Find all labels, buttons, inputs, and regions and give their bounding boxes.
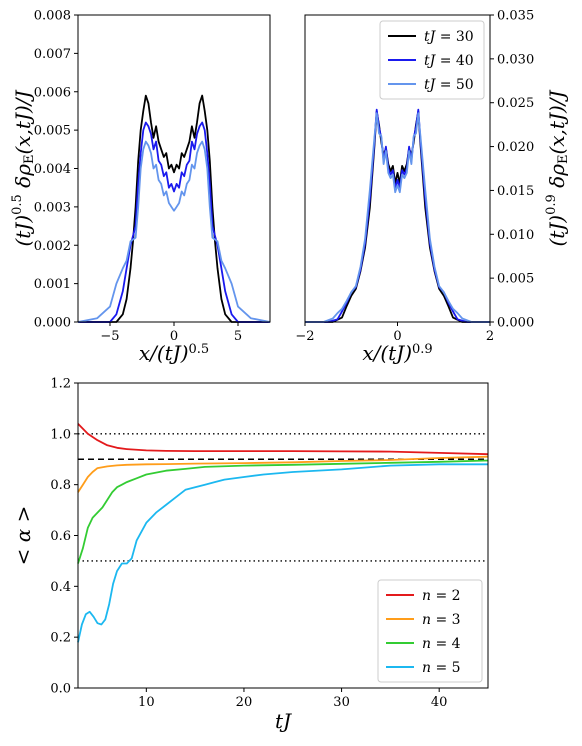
- y-tick-label: 0.003: [34, 200, 71, 215]
- y-tick-label: 0.8: [50, 478, 71, 493]
- x-tick-label: 2: [486, 329, 494, 344]
- series-line-2: [78, 121, 270, 323]
- x-axis-label: x/(tJ)0.5: [139, 341, 209, 365]
- y-tick-label: 0.4: [50, 580, 71, 595]
- y-tick-label: 1.2: [50, 377, 71, 392]
- x-tick-label: 10: [138, 695, 155, 710]
- y-tick-label: 0.001: [34, 277, 71, 292]
- series-line-3: [305, 112, 490, 323]
- y-tick-label: 0.020: [497, 140, 534, 155]
- legend-box: [377, 579, 483, 683]
- series-line-2: [77, 455, 489, 493]
- y-tick-label: 0.6: [50, 529, 71, 544]
- panel-bottom: 10 20 30 40 0.0 0.2 0.4 0.6 0.8 1.0 1.2 tJ < α > n = …: [11, 377, 489, 733]
- legend-label: n = 2: [422, 588, 461, 604]
- y-tick-label: 0.030: [497, 52, 534, 67]
- y-tick-label: 0.000: [497, 316, 534, 331]
- legend-label: n = 5: [422, 660, 461, 676]
- x-tick-label: 0: [393, 329, 401, 344]
- y-tick-label: 0.005: [497, 272, 534, 287]
- y-tick-label: 0.007: [34, 47, 71, 62]
- x-tick-label: −2: [295, 329, 314, 344]
- y-tick-label: 0.008: [34, 9, 71, 24]
- x-tick-label: 30: [333, 695, 350, 710]
- y-tick-label: 0.004: [34, 162, 71, 177]
- y-tick-label: 1.0: [50, 427, 71, 442]
- x-tick-label: 20: [236, 695, 253, 710]
- legend-label: n = 3: [422, 612, 461, 628]
- legend-box: [379, 20, 485, 100]
- x-tick-label: 0: [170, 329, 178, 344]
- y-tick-label: 0.2: [50, 631, 71, 646]
- y-tick-label: 0.010: [497, 228, 534, 243]
- legend-label: n = 4: [422, 636, 461, 652]
- legend-label: tJ = 40: [424, 53, 474, 69]
- x-axis-label: x/(tJ)0.9: [362, 341, 432, 365]
- x-tick-label: 40: [431, 695, 448, 710]
- y-tick-label: 0.005: [34, 124, 71, 139]
- panel-top-right: −2 0 20.000 0.005 0.010 0.015 0.020 0.025 0.030 0…: [295, 9, 570, 366]
- plot-frame: [77, 14, 271, 323]
- y-axis-label: (tJ)0.5 δρE(x,tJ)/J: [10, 89, 37, 246]
- x-axis-label: tJ: [275, 709, 292, 733]
- y-tick-label: 0.002: [34, 239, 71, 254]
- series-line-1: [78, 94, 270, 323]
- y-tick-label: 0.006: [34, 85, 71, 100]
- x-tick-label: 5: [234, 329, 242, 344]
- y-axis-label: < α >: [11, 506, 35, 566]
- y-tick-label: 0.025: [497, 96, 534, 111]
- y-tick-label: 0.000: [34, 316, 71, 331]
- y-axis-label: (tJ)0.9 δρE(x,tJ)/J: [544, 89, 571, 246]
- panel-top-left: −5 0 5 0.000 0.001 0.002 0.003 0.004 0.005 0.006 0…: [10, 9, 271, 365]
- series-line-3: [77, 459, 489, 564]
- series-line-4: [77, 463, 488, 643]
- series-line-1: [77, 423, 489, 456]
- series-line-2: [305, 108, 490, 323]
- series-line-3: [77, 140, 271, 323]
- series-line-1: [305, 110, 490, 323]
- legend-label: tJ = 30: [424, 29, 474, 45]
- y-tick-label: 0.035: [497, 9, 534, 24]
- x-tick-label: −5: [100, 329, 119, 344]
- y-tick-label: 0.0: [50, 682, 71, 697]
- legend-label: tJ = 50: [424, 77, 474, 93]
- y-tick-label: 0.015: [497, 184, 534, 199]
